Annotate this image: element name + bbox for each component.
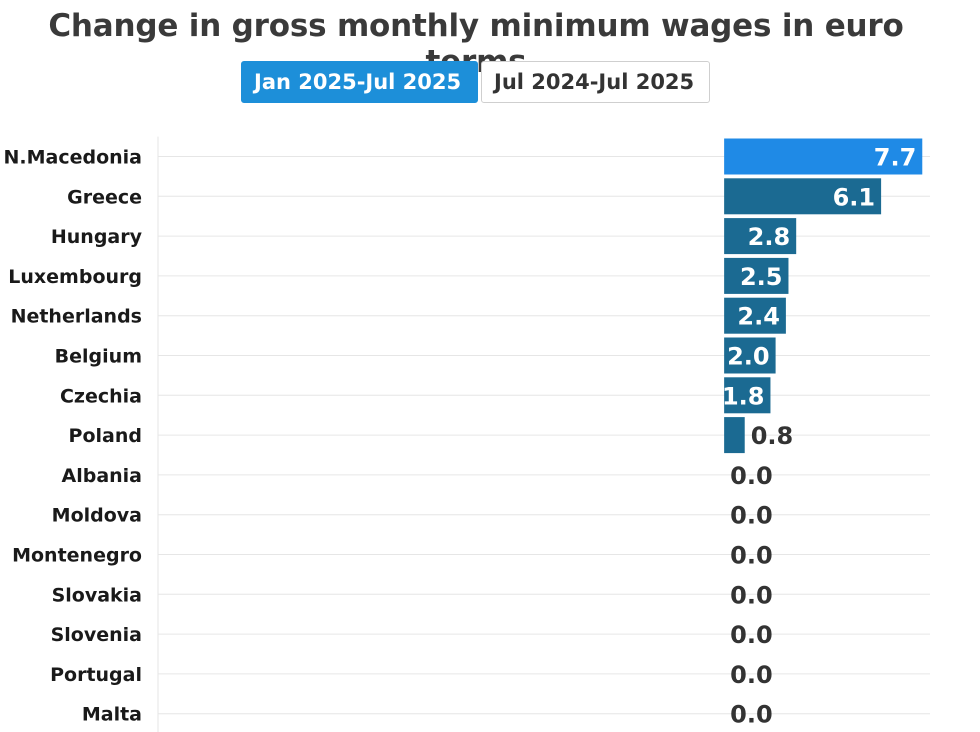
bar [724, 417, 745, 454]
data-label: 0.0 [730, 661, 773, 689]
category-label: Netherlands [11, 306, 142, 328]
bar [724, 138, 923, 175]
bar [724, 178, 882, 215]
bar [724, 257, 789, 294]
data-label: 2.8 [748, 223, 791, 251]
category-label: Belgium [55, 346, 142, 368]
data-label: 0.0 [730, 701, 773, 729]
data-label: 7.7 [874, 144, 917, 172]
category-label: Hungary [51, 226, 143, 248]
data-label: 2.5 [740, 263, 783, 291]
data-label: 1.8 [722, 382, 765, 410]
data-label: 2.4 [737, 303, 780, 331]
category-label: Moldova [52, 505, 142, 527]
category-label: Slovakia [52, 584, 142, 606]
bar [724, 337, 776, 374]
category-label: Czechia [60, 385, 142, 407]
category-label: Portugal [50, 664, 142, 686]
category-label: Montenegro [12, 545, 142, 567]
data-label: 0.0 [730, 581, 773, 609]
data-label: 0.0 [730, 502, 773, 530]
bar [724, 218, 797, 255]
category-label: Slovenia [51, 624, 142, 646]
bar [724, 297, 786, 334]
data-label: 2.0 [727, 343, 770, 371]
category-label: Luxembourg [8, 266, 142, 288]
category-label: Greece [67, 186, 142, 208]
tab-jan-2025-jul-2025[interactable]: Jan 2025-Jul 2025 [241, 61, 478, 103]
data-label: 0.0 [730, 462, 773, 490]
bar [724, 377, 771, 414]
category-label: Albania [62, 465, 143, 487]
data-label: 0.0 [730, 621, 773, 649]
category-label: Poland [69, 425, 142, 447]
tab-jul-2024-jul-2025[interactable]: Jul 2024-Jul 2025 [481, 61, 710, 103]
data-label: 0.8 [751, 422, 794, 450]
period-tabs: Jan 2025-Jul 2025 Jul 2024-Jul 2025 [241, 61, 710, 103]
category-label: N.Macedonia [3, 147, 142, 169]
category-label: Malta [82, 704, 142, 726]
data-label: 0.0 [730, 542, 773, 570]
data-label: 6.1 [833, 183, 876, 211]
